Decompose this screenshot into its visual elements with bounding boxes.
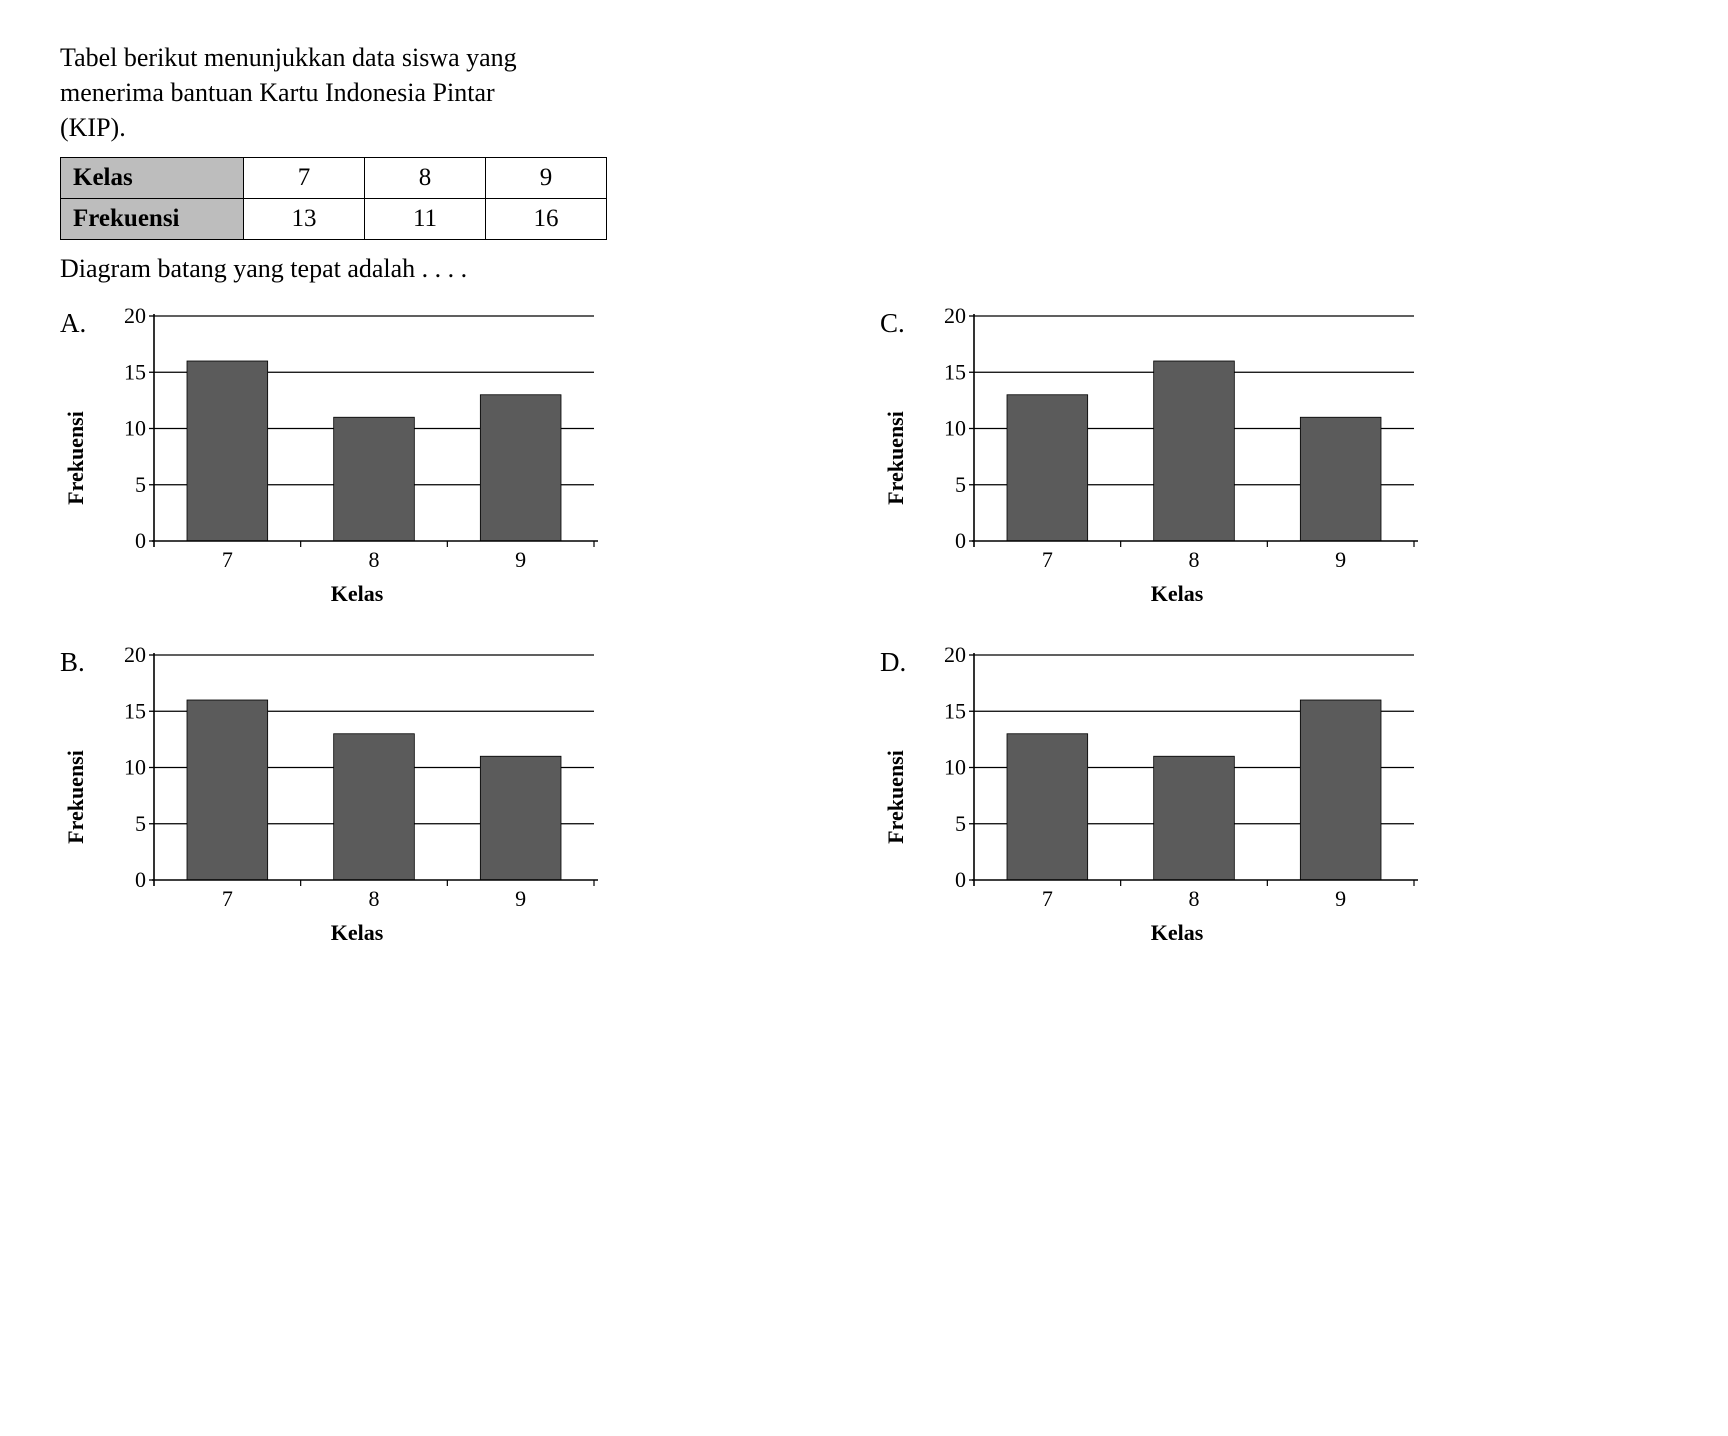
y-axis-label: Frekuensi: [63, 411, 89, 505]
option-d: D. Frekuensi 0 5 10 15 20 7 8 9 Kelas: [880, 647, 1560, 946]
svg-text:9: 9: [1335, 547, 1346, 572]
table-cell: 16: [486, 199, 607, 240]
svg-text:10: 10: [944, 755, 966, 780]
table-cell: 8: [365, 158, 486, 199]
table-cell: 9: [486, 158, 607, 199]
svg-text:7: 7: [1042, 547, 1053, 572]
chart-svg-c: 0 5 10 15 20 7 8 9: [930, 308, 1424, 581]
chart-c: Frekuensi 05101520789 Kelas: [930, 308, 1424, 607]
svg-text:8: 8: [369, 886, 380, 911]
svg-text:5: 5: [955, 811, 966, 836]
question-stem: Diagram batang yang tepat adalah . . . .: [60, 254, 1668, 284]
svg-text:5: 5: [955, 472, 966, 497]
table-row: Frekuensi 13 11 16: [61, 199, 607, 240]
x-axis-label: Kelas: [110, 920, 604, 946]
table-cell: 13: [244, 199, 365, 240]
options-grid: A. Frekuensi 0 5 10 15 20 7 8 9 Kelas C. Frekue…: [60, 308, 1560, 946]
option-a: A. Frekuensi 0 5 10 15 20 7 8 9 Kelas: [60, 308, 740, 607]
svg-text:0: 0: [955, 867, 966, 892]
svg-text:8: 8: [1189, 886, 1200, 911]
svg-text:9: 9: [515, 886, 526, 911]
y-axis-label: Frekuensi: [63, 750, 89, 844]
row-header-kelas: Kelas: [61, 158, 244, 199]
y-axis-label: Frekuensi: [883, 750, 909, 844]
option-letter-a: A.: [60, 308, 110, 339]
svg-text:20: 20: [944, 308, 966, 328]
row-header-frekuensi: Frekuensi: [61, 199, 244, 240]
svg-text:10: 10: [124, 416, 146, 441]
svg-text:7: 7: [222, 547, 233, 572]
y-axis-label: Frekuensi: [883, 411, 909, 505]
option-letter-b: B.: [60, 647, 110, 678]
chart-svg-d: 0 5 10 15 20 7 8 9: [930, 647, 1424, 920]
table-row: Kelas 7 8 9: [61, 158, 607, 199]
table-cell: 7: [244, 158, 365, 199]
chart-svg-b: 0 5 10 15 20 7 8 9: [110, 647, 604, 920]
chart-b: Frekuensi 05101520789 Kelas: [110, 647, 604, 946]
svg-text:20: 20: [124, 308, 146, 328]
svg-text:10: 10: [124, 755, 146, 780]
option-letter-c: C.: [880, 308, 930, 339]
svg-text:7: 7: [222, 886, 233, 911]
svg-text:0: 0: [955, 528, 966, 553]
svg-text:10: 10: [944, 416, 966, 441]
svg-text:7: 7: [1042, 886, 1053, 911]
table-cell: 11: [365, 199, 486, 240]
svg-text:5: 5: [135, 472, 146, 497]
svg-text:9: 9: [1335, 886, 1346, 911]
svg-text:15: 15: [944, 699, 966, 724]
svg-text:15: 15: [124, 699, 146, 724]
option-b: B. Frekuensi 0 5 10 15 20 7 8 9 Kelas: [60, 647, 740, 946]
x-axis-label: Kelas: [930, 920, 1424, 946]
svg-text:0: 0: [135, 867, 146, 892]
svg-text:9: 9: [515, 547, 526, 572]
svg-text:20: 20: [944, 647, 966, 667]
x-axis-label: Kelas: [930, 581, 1424, 607]
svg-text:8: 8: [369, 547, 380, 572]
option-letter-d: D.: [880, 647, 930, 678]
question-intro: Tabel berikut menunjukkan data siswa yan…: [60, 40, 600, 145]
svg-text:15: 15: [124, 360, 146, 385]
svg-text:5: 5: [135, 811, 146, 836]
data-table: Kelas 7 8 9 Frekuensi 13 11 16: [60, 157, 607, 240]
option-c: C. Frekuensi 0 5 10 15 20 7 8 9 Kelas: [880, 308, 1560, 607]
x-axis-label: Kelas: [110, 581, 604, 607]
svg-text:0: 0: [135, 528, 146, 553]
svg-text:15: 15: [944, 360, 966, 385]
intro-line-1: Tabel berikut menunjukkan data siswa yan…: [60, 43, 517, 72]
chart-d: Frekuensi 05101520789 Kelas: [930, 647, 1424, 946]
svg-text:20: 20: [124, 647, 146, 667]
intro-line-3: (KIP).: [60, 113, 126, 142]
chart-a: Frekuensi 05101520789 Kelas: [110, 308, 604, 607]
chart-svg-a: 0 5 10 15 20 7 8 9: [110, 308, 604, 581]
intro-line-2: menerima bantuan Kartu Indonesia Pintar: [60, 78, 495, 107]
svg-text:8: 8: [1189, 547, 1200, 572]
